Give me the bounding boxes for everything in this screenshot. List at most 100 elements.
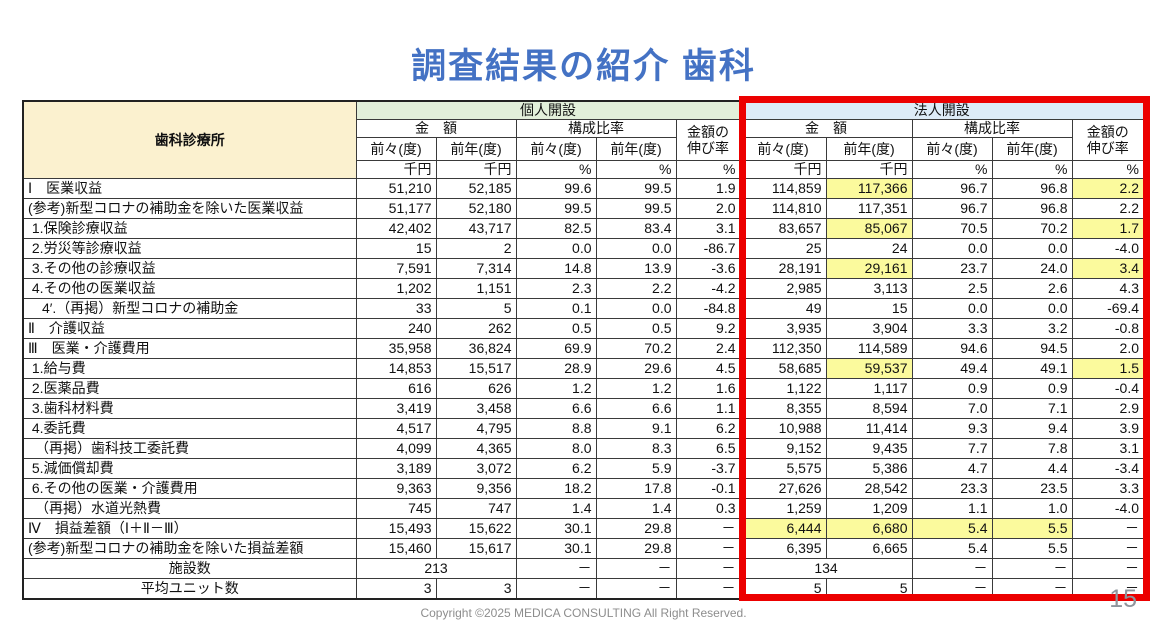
- data-cell: 6,395: [739, 538, 827, 559]
- data-cell: 29,161: [825, 258, 913, 279]
- data-cell: 1,202: [355, 278, 437, 299]
- data-cell: 114,859: [739, 178, 827, 199]
- data-cell: 99.5: [595, 198, 677, 219]
- data-cell: 18.2: [515, 478, 597, 499]
- data-cell: 3,458: [435, 398, 517, 419]
- col-header-prev1-ratio-corporate: 前年(度): [991, 137, 1073, 161]
- data-cell: 5.4: [911, 518, 993, 539]
- row-label: 3.その他の診療収益: [22, 258, 357, 279]
- data-cell: 5.5: [991, 518, 1073, 539]
- data-cell: 114,810: [739, 198, 827, 219]
- data-cell: －: [515, 558, 597, 579]
- data-cell: 99.5: [515, 198, 597, 219]
- data-cell: 4.3: [1071, 278, 1145, 299]
- data-cell: 83.4: [595, 218, 677, 239]
- data-cell: 3,419: [355, 398, 437, 419]
- col-header-prev2-ratio-corporate: 前々(度): [911, 137, 993, 161]
- data-cell: 1.6: [675, 378, 741, 399]
- data-cell: 51,210: [355, 178, 437, 199]
- data-cell: －: [675, 558, 741, 579]
- data-cell: －: [675, 518, 741, 539]
- data-cell: 51,177: [355, 198, 437, 219]
- data-cell: 112,350: [739, 338, 827, 359]
- data-cell: 8.3: [595, 438, 677, 459]
- data-cell: 29.8: [595, 518, 677, 539]
- data-cell: 1,209: [825, 498, 913, 519]
- data-cell: 0.3: [675, 498, 741, 519]
- data-cell: 1.7: [1071, 218, 1145, 239]
- data-cell: 6.2: [675, 418, 741, 439]
- data-cell: 2.2: [1071, 178, 1145, 199]
- row-label: 1.給与費: [22, 358, 357, 379]
- data-cell: -4.2: [675, 278, 741, 299]
- row-label: （再掲）歯科技工委託費: [22, 438, 357, 459]
- data-cell: 5: [435, 298, 517, 319]
- data-cell: 99.5: [595, 178, 677, 199]
- page-number: 15: [1109, 585, 1137, 613]
- data-cell: 0.0: [595, 298, 677, 319]
- data-cell: 3,113: [825, 278, 913, 299]
- unit-cell: %: [595, 160, 677, 179]
- table-row: 2.労災等診療収益 15 2 0.0 0.0 -86.7 25 24 0.0 0.0 -4.0: [22, 238, 1145, 259]
- data-cell: -0.8: [1071, 318, 1145, 339]
- unit-cell: %: [991, 160, 1073, 179]
- data-cell: 2.3: [515, 278, 597, 299]
- data-cell: 6.6: [595, 398, 677, 419]
- data-cell: 52,180: [435, 198, 517, 219]
- data-cell: 6,680: [825, 518, 913, 539]
- data-cell: 43,717: [435, 218, 517, 239]
- data-cell: 5,386: [825, 458, 913, 479]
- row-label: 5.減価償却費: [22, 458, 357, 479]
- row-label: Ⅱ 介護収益: [22, 318, 357, 339]
- row-label: 4.その他の医業収益: [22, 278, 357, 299]
- col-header-growth-individual: 金額の 伸び率: [675, 119, 741, 161]
- data-cell: 2.5: [911, 278, 993, 299]
- data-cell: 3: [355, 578, 437, 599]
- data-cell: 1,117: [825, 378, 913, 399]
- data-cell: 1.2: [515, 378, 597, 399]
- data-cell: 9.2: [675, 318, 741, 339]
- data-cell: 23.3: [911, 478, 993, 499]
- data-cell: 10,988: [739, 418, 827, 439]
- data-cell: -4.0: [1071, 238, 1145, 259]
- data-cell: 7.7: [911, 438, 993, 459]
- data-cell: 1.4: [595, 498, 677, 519]
- data-cell: 1,151: [435, 278, 517, 299]
- data-cell: 4.4: [991, 458, 1073, 479]
- unit-cell: %: [1071, 160, 1145, 179]
- col-header-prev1-individual: 前年(度): [435, 137, 517, 161]
- table-row: 2.医薬品費 616 626 1.2 1.2 1.6 1,122 1,117 0.9 0.9 -0.…: [22, 378, 1145, 399]
- data-cell: 8,594: [825, 398, 913, 419]
- data-cell: 114,589: [825, 338, 913, 359]
- data-cell: 2: [435, 238, 517, 259]
- data-cell: 5,575: [739, 458, 827, 479]
- table-row: （再掲）水道光熱費 745 747 1.4 1.4 0.3 1,259 1,209 1.1 1.0…: [22, 498, 1145, 519]
- col-header-amount-individual: 金 額: [355, 119, 517, 138]
- row-label: 平均ユニット数: [22, 578, 357, 599]
- unit-cell: 千円: [825, 160, 913, 179]
- col-header-ratio-individual: 構成比率: [515, 119, 677, 138]
- data-cell: 2.4: [675, 338, 741, 359]
- col-header-prev2-corporate: 前々(度): [739, 137, 827, 161]
- unit-cell: %: [515, 160, 597, 179]
- data-cell: 6,665: [825, 538, 913, 559]
- row-label: 6.その他の医業・介護費用: [22, 478, 357, 499]
- row-label: （再掲）水道光熱費: [22, 498, 357, 519]
- data-cell: 7,591: [355, 258, 437, 279]
- unit-cell: 千円: [435, 160, 517, 179]
- unit-cell: %: [911, 160, 993, 179]
- data-cell: 0.9: [911, 378, 993, 399]
- data-cell: 1.2: [595, 378, 677, 399]
- data-cell: 15,460: [355, 538, 437, 559]
- data-cell: 94.6: [911, 338, 993, 359]
- data-cell: 4,795: [435, 418, 517, 439]
- row-label: 3.歯科材料費: [22, 398, 357, 419]
- data-cell: 745: [355, 498, 437, 519]
- data-cell: 3,189: [355, 458, 437, 479]
- data-cell: 30.1: [515, 518, 597, 539]
- data-cell: －: [1071, 538, 1145, 559]
- col-header-growth-corporate: 金額の 伸び率: [1071, 119, 1145, 161]
- col-header-ratio-corporate: 構成比率: [911, 119, 1073, 138]
- data-cell: 0.0: [595, 238, 677, 259]
- row-label: Ⅰ 医業収益: [22, 178, 357, 199]
